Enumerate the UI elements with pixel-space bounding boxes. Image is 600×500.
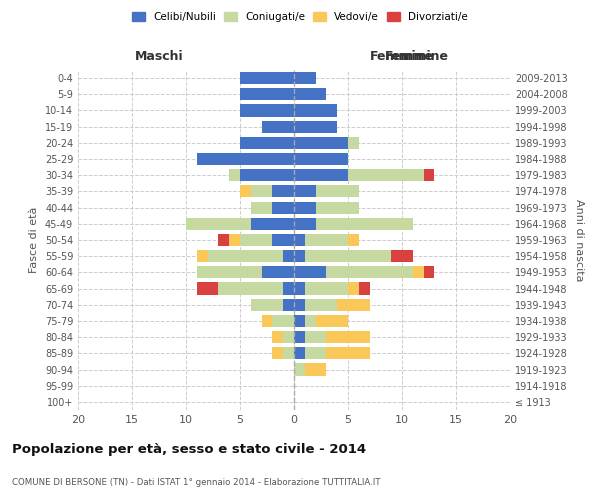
Bar	[294, 169, 348, 181]
Bar	[240, 169, 294, 181]
Bar	[305, 298, 337, 311]
Bar	[316, 218, 413, 230]
Bar	[305, 282, 348, 294]
Bar	[283, 348, 294, 360]
Bar	[197, 266, 262, 278]
Bar	[348, 282, 359, 294]
Bar	[316, 202, 359, 213]
Bar	[240, 88, 294, 101]
Bar	[391, 250, 413, 262]
Bar	[186, 218, 251, 230]
Bar	[305, 348, 326, 360]
Bar	[305, 364, 326, 376]
Bar	[424, 266, 434, 278]
Text: Femmine: Femmine	[370, 50, 434, 63]
Bar	[294, 104, 337, 117]
Bar	[218, 282, 283, 294]
Bar	[240, 72, 294, 84]
Bar	[316, 186, 359, 198]
Bar	[262, 315, 272, 327]
Bar	[294, 202, 316, 213]
Bar	[326, 331, 370, 343]
Bar	[283, 331, 294, 343]
Bar	[240, 234, 272, 246]
Bar	[283, 298, 294, 311]
Text: Popolazione per età, sesso e stato civile - 2014: Popolazione per età, sesso e stato civil…	[12, 442, 366, 456]
Bar	[240, 104, 294, 117]
Bar	[272, 331, 283, 343]
Bar	[294, 331, 305, 343]
Bar	[240, 186, 251, 198]
Bar	[348, 137, 359, 149]
Bar	[294, 72, 316, 84]
Bar	[197, 153, 294, 165]
Bar	[305, 250, 391, 262]
Bar	[294, 137, 348, 149]
Bar	[197, 250, 208, 262]
Legend: Celibi/Nubili, Coniugati/e, Vedovi/e, Divorziati/e: Celibi/Nubili, Coniugati/e, Vedovi/e, Di…	[128, 8, 472, 26]
Bar	[294, 120, 337, 132]
Bar	[283, 282, 294, 294]
Text: Femmine: Femmine	[385, 50, 449, 62]
Bar	[305, 331, 326, 343]
Bar	[316, 315, 348, 327]
Bar	[218, 234, 229, 246]
Bar	[424, 169, 434, 181]
Bar	[262, 120, 294, 132]
Y-axis label: Fasce di età: Fasce di età	[29, 207, 39, 273]
Bar	[326, 266, 413, 278]
Bar	[294, 348, 305, 360]
Bar	[348, 234, 359, 246]
Bar	[294, 315, 305, 327]
Bar	[251, 202, 272, 213]
Text: Maschi: Maschi	[134, 50, 184, 62]
Bar	[294, 298, 305, 311]
Bar	[251, 218, 294, 230]
Bar	[272, 234, 294, 246]
Y-axis label: Anni di nascita: Anni di nascita	[574, 198, 584, 281]
Bar	[229, 169, 240, 181]
Bar	[272, 202, 294, 213]
Bar	[272, 348, 283, 360]
Bar	[348, 169, 424, 181]
Bar	[262, 266, 294, 278]
Bar	[305, 315, 316, 327]
Bar	[294, 364, 305, 376]
Bar	[294, 88, 326, 101]
Bar	[413, 266, 424, 278]
Bar	[359, 282, 370, 294]
Text: COMUNE DI BERSONE (TN) - Dati ISTAT 1° gennaio 2014 - Elaborazione TUTTITALIA.IT: COMUNE DI BERSONE (TN) - Dati ISTAT 1° g…	[12, 478, 380, 487]
Bar	[251, 186, 272, 198]
Bar	[240, 137, 294, 149]
Bar	[337, 298, 370, 311]
Bar	[208, 250, 283, 262]
Bar	[326, 348, 370, 360]
Bar	[251, 298, 283, 311]
Bar	[294, 186, 316, 198]
Bar	[305, 234, 348, 246]
Bar	[294, 218, 316, 230]
Bar	[294, 282, 305, 294]
Bar	[294, 153, 348, 165]
Bar	[229, 234, 240, 246]
Bar	[272, 186, 294, 198]
Bar	[283, 250, 294, 262]
Bar	[197, 282, 218, 294]
Bar	[294, 266, 326, 278]
Bar	[294, 234, 305, 246]
Bar	[272, 315, 294, 327]
Bar	[294, 250, 305, 262]
